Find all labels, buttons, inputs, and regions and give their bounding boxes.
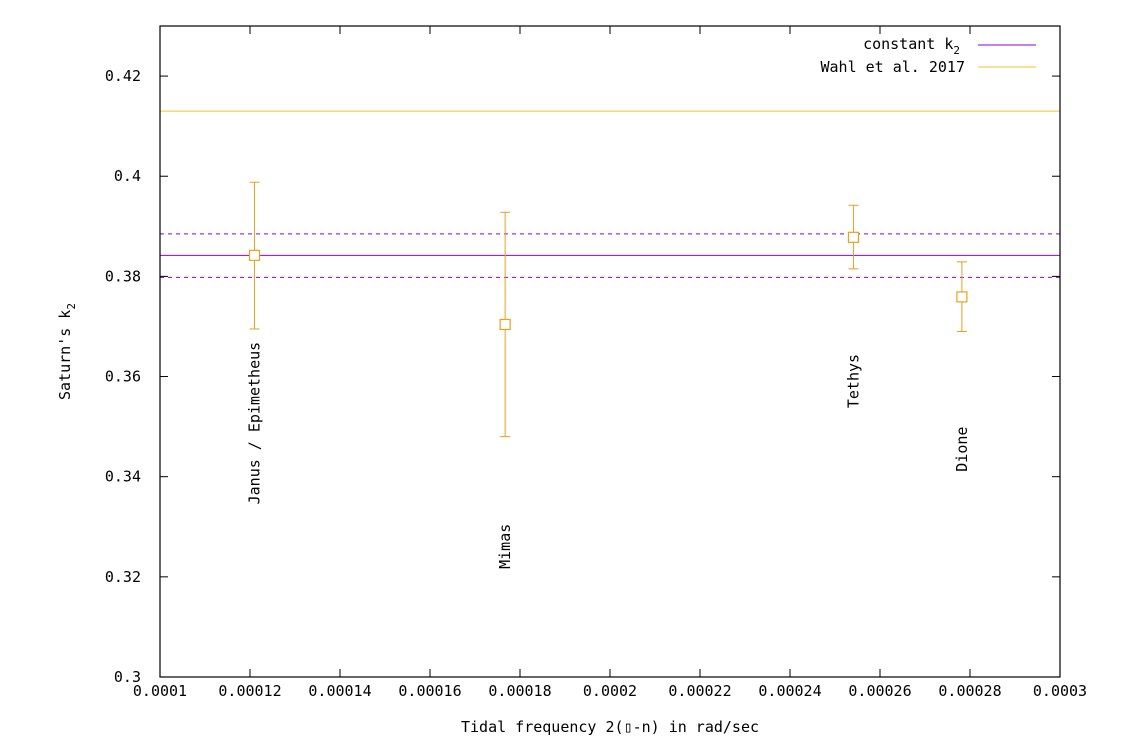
data-point-marker <box>847 231 860 243</box>
x-tick-label: 0.0001 <box>133 682 187 700</box>
x-axis-label: Tidal frequency 2(▯-n) in rad/sec <box>461 718 759 736</box>
legend-label-subscript: 2 <box>953 44 960 57</box>
data-point-marker <box>248 249 261 261</box>
moon-labels: Janus / Epimetheus Mimas Tethys Dione <box>246 342 971 569</box>
x-tick-label: 0.00024 <box>758 682 821 700</box>
x-tick-label: 0.00014 <box>308 682 371 700</box>
x-tick-label: 0.00026 <box>848 682 911 700</box>
x-tick-label: 0.00028 <box>938 682 1001 700</box>
data-point-marker <box>956 291 968 303</box>
y-axis-ticks: 0.3 0.32 0.34 0.36 0.38 0.4 0.42 <box>105 67 1060 686</box>
moon-label: Dione <box>953 427 971 472</box>
x-axis-ticks: 0.0001 0.00012 0.00014 0.00016 0.00018 0.0002… <box>133 26 1087 700</box>
y-tick-label: 0.34 <box>105 468 141 486</box>
y-axis-label-main: Saturn's k <box>56 310 74 400</box>
y-tick-label: 0.32 <box>105 568 141 586</box>
data-points <box>248 231 968 331</box>
x-tick-label: 0.0002 <box>583 682 637 700</box>
y-tick-label: 0.42 <box>105 67 141 85</box>
legend-entry-wahl-2017: Wahl et al. 2017 <box>821 58 966 76</box>
y-tick-label: 0.3 <box>114 668 141 686</box>
data-point-marker <box>499 318 511 331</box>
moon-label: Tethys <box>844 354 862 408</box>
plot-frame <box>159 25 1061 678</box>
y-tick-label: 0.38 <box>105 267 141 285</box>
y-tick-label: 0.36 <box>105 368 141 386</box>
legend: constant k2 Wahl et al. 2017 <box>821 35 1036 76</box>
x-tick-label: 0.00022 <box>668 682 731 700</box>
moon-label: Mimas <box>496 524 514 569</box>
x-tick-label: 0.00018 <box>488 682 551 700</box>
x-tick-label: 0.00012 <box>218 682 281 700</box>
moon-label: Janus / Epimetheus <box>246 342 264 505</box>
legend-label-main: constant k <box>863 35 953 53</box>
reference-lines <box>160 110 1060 278</box>
x-tick-label: 0.00016 <box>398 682 461 700</box>
x-tick-label: 0.0003 <box>1033 682 1087 700</box>
y-axis-label: Saturn's k2 <box>56 303 78 400</box>
y-axis-label-subscript: 2 <box>65 303 78 310</box>
y-tick-label: 0.4 <box>114 167 141 185</box>
legend-entry-constant-k2: constant k2 <box>863 35 960 57</box>
